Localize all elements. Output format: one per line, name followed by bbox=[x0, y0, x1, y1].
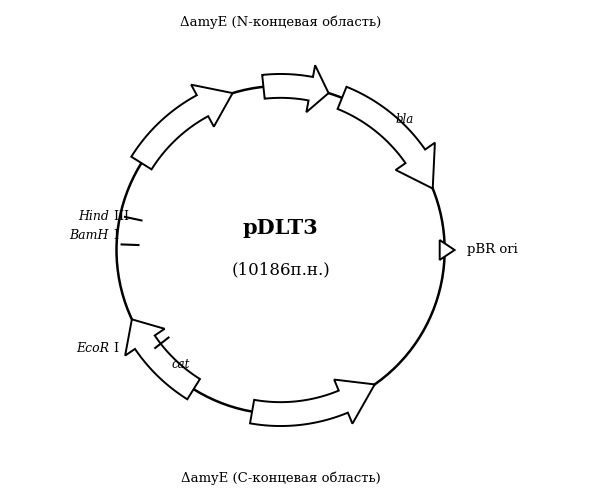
Polygon shape bbox=[125, 320, 200, 400]
Text: ΔamyE (C-концевая область): ΔamyE (C-концевая область) bbox=[181, 472, 381, 486]
Text: (10186п.н.): (10186п.н.) bbox=[231, 262, 330, 278]
Text: ΔamyE (N-концевая область): ΔamyE (N-концевая область) bbox=[180, 16, 381, 29]
Polygon shape bbox=[262, 66, 329, 112]
Text: pDLT3: pDLT3 bbox=[243, 218, 319, 238]
Text: cat: cat bbox=[171, 358, 189, 371]
Text: III: III bbox=[110, 210, 129, 224]
Text: BamH: BamH bbox=[70, 229, 109, 242]
Polygon shape bbox=[337, 87, 435, 188]
Text: Hind: Hind bbox=[78, 210, 109, 224]
Text: I: I bbox=[110, 229, 119, 242]
Text: EcoR: EcoR bbox=[76, 342, 109, 355]
Text: bla: bla bbox=[396, 114, 414, 126]
Polygon shape bbox=[131, 84, 233, 170]
Polygon shape bbox=[250, 380, 375, 426]
Text: pBR ori: pBR ori bbox=[467, 244, 518, 256]
Text: I: I bbox=[110, 342, 119, 355]
Polygon shape bbox=[440, 240, 454, 260]
